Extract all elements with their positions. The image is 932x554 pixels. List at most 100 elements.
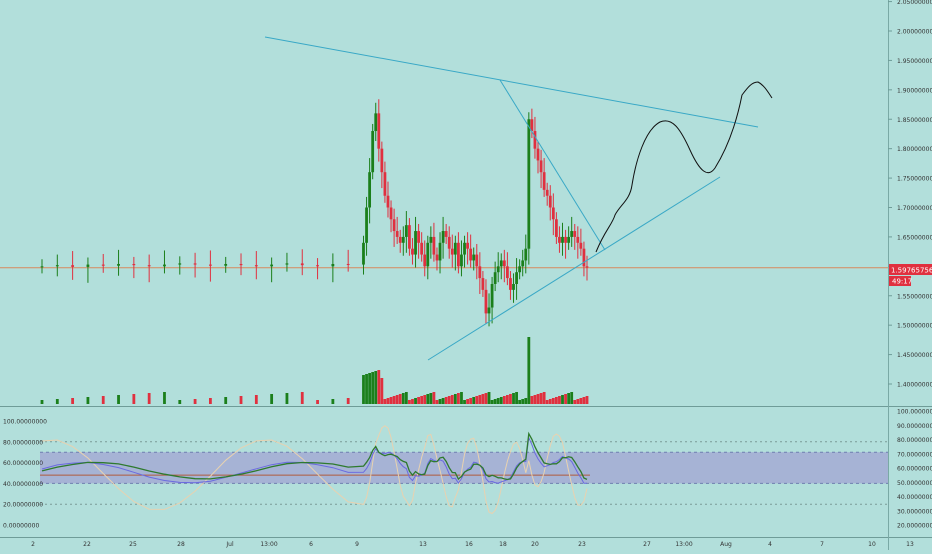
oscillator-pane: 0.00000000 20.00000000 40.00000000 60.00000… [0, 409, 932, 538]
volume-bar [101, 396, 105, 404]
volume-bar [362, 375, 365, 404]
candle-body [371, 131, 375, 173]
volume-bar [469, 398, 473, 404]
candle-body [316, 265, 319, 267]
volume-bar [524, 398, 528, 404]
candle-body [224, 263, 228, 266]
candle-body [502, 260, 506, 267]
time-tick-label: 10 [868, 541, 876, 548]
volume-bar [570, 392, 574, 404]
candle-body [453, 242, 457, 255]
volume-bar [444, 397, 448, 404]
volume-bar [386, 398, 390, 404]
candle-body [411, 248, 414, 255]
time-tick-label: 4 [768, 541, 772, 548]
volume-bars [40, 337, 589, 404]
candle-body [551, 207, 555, 220]
volume-bar [163, 392, 166, 404]
candle-body [499, 260, 503, 267]
candle-body [469, 248, 473, 261]
candle-body [435, 254, 439, 261]
price-tick-label: 1.50000000 [897, 323, 932, 330]
candle-body [457, 242, 460, 267]
volume-bar [515, 392, 518, 404]
time-tick-label: 13:00 [675, 541, 692, 548]
volume-bar [383, 399, 387, 404]
time-tick-label: 22 [83, 541, 91, 548]
price-axis[interactable]: 1.40000000 1.45000000 1.50000000 1.55000000… [888, 0, 932, 550]
volume-bar [395, 395, 399, 404]
candle-body [362, 242, 365, 265]
price-tick-label: 2.05000000 [897, 0, 932, 6]
volume-bar [239, 396, 243, 404]
candle-body [377, 113, 381, 149]
volume-bar [208, 398, 212, 404]
volume-bar [316, 400, 319, 404]
candle-body [254, 265, 258, 267]
candle-body [567, 236, 571, 243]
candle-body [564, 236, 567, 243]
candle-body [533, 131, 537, 149]
candle-body [490, 283, 494, 308]
volume-bar [380, 378, 384, 404]
candle-body [346, 263, 350, 265]
volume-bar [450, 395, 454, 404]
volume-bar [573, 400, 577, 404]
volume-bar [40, 400, 44, 404]
candle-body [101, 264, 105, 266]
candle-body [518, 266, 522, 273]
time-tick-label: 9 [355, 541, 359, 548]
candle-body [536, 148, 540, 161]
volume-bar [539, 393, 543, 404]
candle-body [55, 265, 59, 267]
volume-bar [453, 394, 457, 404]
candle-body [71, 265, 75, 267]
volume-bar [564, 394, 567, 404]
volume-bar [502, 396, 506, 404]
candle-body [438, 242, 442, 261]
trend-drawings[interactable] [264, 36, 773, 361]
candle-body [117, 263, 120, 266]
volume-bar [509, 394, 512, 404]
candle-body [548, 195, 552, 208]
volume-bar [579, 398, 583, 404]
candle-body [368, 172, 372, 208]
candle-body [423, 254, 427, 267]
candle-body [466, 242, 469, 249]
volume-bar [460, 392, 463, 404]
time-tick-label: 7 [820, 541, 824, 548]
volume-bar [475, 396, 479, 404]
candle-body [484, 289, 488, 314]
oscillator-left-tick-label: 20.00000000 [3, 502, 43, 509]
volume-bar [404, 392, 408, 404]
time-axis[interactable]: 2 22 25 28 Jul 13:00 6 9 13 16 18 20 23 27 13:00 Aug 4 7 1… [31, 541, 914, 548]
volume-bar [368, 373, 372, 404]
volume-bar [365, 374, 368, 404]
time-tick-label: 23 [578, 541, 586, 548]
price-tick-label: 1.85000000 [897, 117, 932, 124]
volume-bar [518, 400, 522, 404]
candle-body [239, 263, 243, 266]
candle-body [475, 254, 479, 267]
candle-body [539, 160, 543, 173]
price-tick-label: 2.00000000 [897, 29, 932, 36]
oscillator-right-tick-label: 50.00000000 [897, 480, 932, 487]
price-tick-label: 1.70000000 [897, 205, 932, 212]
candle-body [404, 225, 408, 237]
volume-bar [481, 394, 485, 404]
candle-body [392, 219, 396, 232]
candle-body [554, 219, 558, 237]
volume-bar [457, 393, 460, 404]
volume-bar [548, 399, 552, 404]
time-tick-label: 28 [177, 541, 185, 548]
oscillator-left-tick-label: 0.00000000 [3, 523, 39, 530]
price-tick-label: 1.65000000 [897, 234, 932, 241]
price-tick-label: 1.90000000 [897, 87, 932, 94]
time-tick-label: 13:00 [260, 541, 277, 548]
volume-bar [117, 395, 120, 404]
candle-body [300, 263, 304, 266]
price-tick-label: 1.80000000 [897, 146, 932, 153]
volume-bar [371, 372, 375, 404]
volume-bar [487, 392, 491, 404]
